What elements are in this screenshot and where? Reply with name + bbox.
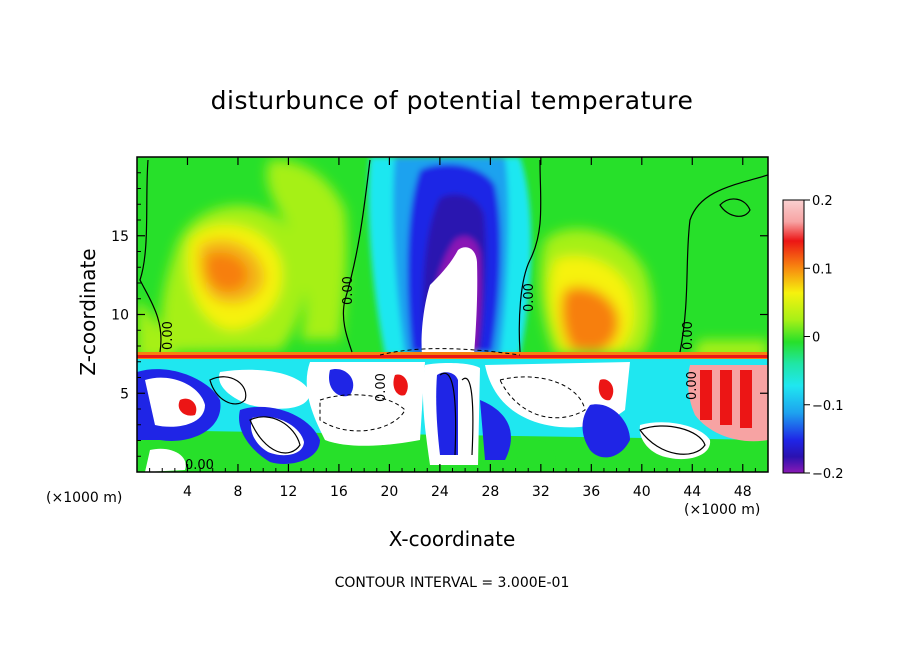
colorbar-tick-label-4: −0.2 [812, 467, 844, 482]
contour-interval-note: CONTOUR INTERVAL = 3.000E-01 [334, 575, 570, 591]
x-unit-right: (×1000 m) [684, 502, 761, 518]
y-tick-label-0: 5 [120, 386, 129, 402]
contour-lines [139, 159, 768, 456]
y-axis-label: Z-coordinate [76, 248, 100, 376]
contour-label-5: 0.00 [374, 373, 389, 402]
x-tick-label-0: 4 [183, 484, 192, 500]
colorbar-tick-label-0: 0.2 [812, 194, 833, 209]
lower-turbulence [137, 362, 768, 472]
x-axis-label: X-coordinate [388, 527, 516, 551]
contour-label-6: 0.00 [685, 371, 700, 400]
x-tick-label-8: 36 [582, 484, 600, 500]
x-tick-label-4: 20 [380, 484, 398, 500]
x-tick-label-3: 16 [330, 484, 348, 500]
x-axis: 4 8 12 16 20 24 28 32 36 40 44 48 [149, 157, 756, 500]
contour-label-2: 0.00 [341, 276, 356, 305]
upper-cold-plume [368, 157, 532, 355]
x-tick-label-2: 12 [280, 484, 298, 500]
y-tick-label-2: 15 [111, 229, 129, 245]
upper-warm-anomalies [137, 159, 768, 360]
contour-label-3: 0.00 [522, 283, 537, 312]
colorbar-tick-label-1: 0.1 [812, 262, 833, 277]
x-unit-left: (×1000 m) [46, 490, 123, 506]
colorbar-tick-label-3: −0.1 [812, 399, 844, 414]
x-tick-label-1: 8 [233, 484, 242, 500]
contour-labels: 0.00 0.00 0.00 0.00 0.00 0.00 0.00 [161, 276, 700, 473]
y-tick-label-1: 10 [111, 308, 129, 324]
plume-core [421, 247, 478, 355]
colorbar-tick-label-2: 0 [812, 331, 820, 346]
chart-title: disturbunce of potential temperature [210, 86, 694, 115]
colorbar-ticks: 0.2 0.1 0 −0.1 −0.2 [804, 194, 844, 482]
contour-label-1: 0.00 [161, 321, 176, 350]
x-tick-label-11: 48 [734, 484, 752, 500]
contour-label-7: 0.00 [185, 458, 214, 473]
y-axis: 5 10 15 [111, 172, 768, 457]
contour-label-4: 0.00 [681, 321, 696, 350]
heatmap-field [137, 157, 768, 472]
x-tick-label-7: 32 [532, 484, 550, 500]
x-tick-label-10: 44 [683, 484, 701, 500]
x-tick-label-6: 28 [481, 484, 499, 500]
x-tick-label-9: 40 [633, 484, 651, 500]
dashed-contours [319, 348, 586, 432]
x-tick-label-5: 24 [431, 484, 449, 500]
colorbar [782, 199, 805, 474]
